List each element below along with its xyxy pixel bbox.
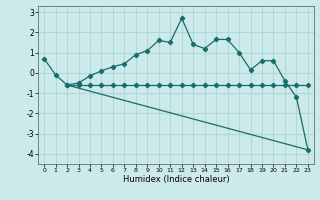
X-axis label: Humidex (Indice chaleur): Humidex (Indice chaleur) — [123, 175, 229, 184]
